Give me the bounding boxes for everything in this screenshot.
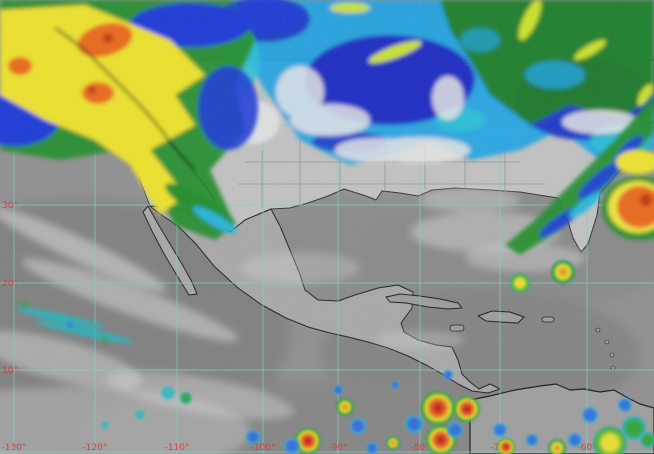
- latitude-label: 30°: [2, 201, 18, 211]
- latitude-label: 20°: [2, 279, 18, 289]
- longitude-label: -60°: [577, 443, 596, 453]
- longitude-label: -110°: [165, 443, 190, 453]
- longitude-label: -130°: [2, 443, 27, 453]
- longitude-label: -90°: [328, 443, 347, 453]
- longitude-label: -80°: [410, 443, 429, 453]
- latitude-label: 10°: [2, 366, 18, 376]
- longitude-label: -70°: [490, 443, 509, 453]
- jamaica-island: [449, 324, 465, 332]
- puerto-rico-island: [541, 316, 555, 323]
- longitude-label: -120°: [83, 443, 108, 453]
- longitude-label: -100°: [251, 443, 276, 453]
